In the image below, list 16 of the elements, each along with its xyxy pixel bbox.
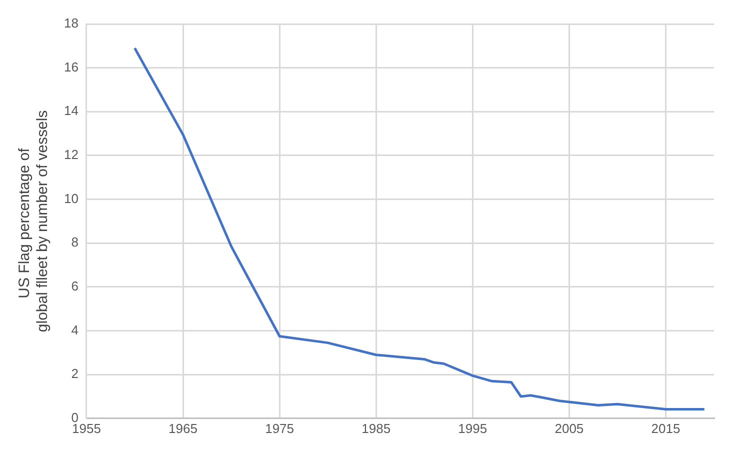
x-tick-label: 1965	[168, 420, 198, 436]
y-tick-label: 4	[71, 322, 78, 338]
x-tick-label: 1995	[458, 420, 488, 436]
x-tick-label: 2005	[554, 420, 584, 436]
y-tick-label: 16	[64, 59, 78, 74]
x-tick-label: 1975	[265, 420, 294, 436]
x-tick-label: 2015	[651, 420, 680, 436]
y-tick-label: 14	[64, 103, 78, 118]
y-tick-label: 6	[71, 278, 78, 294]
x-tick-label: 1985	[362, 420, 391, 436]
y-tick-label: 12	[64, 147, 78, 162]
y-tick-label: 2	[71, 366, 78, 382]
y-tick-label: 8	[71, 234, 78, 250]
y-tick-label: 18	[64, 16, 78, 31]
y-tick-label: 10	[64, 190, 78, 206]
y-axis-title: US Flag percentage of global flleet by number of vessels	[16, 110, 52, 332]
